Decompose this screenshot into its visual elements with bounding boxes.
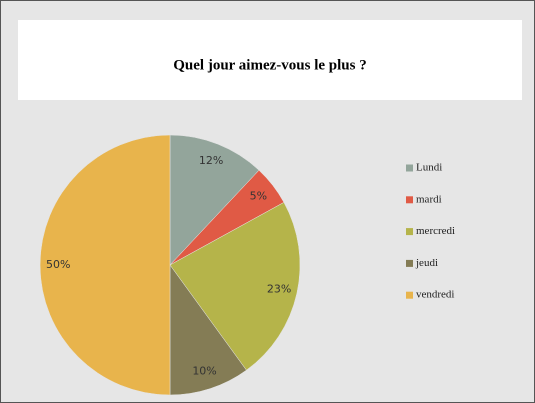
data-label: 50% <box>46 258 70 271</box>
data-label: 23% <box>267 282 291 295</box>
pie-slice <box>39 134 171 396</box>
legend-label: vendredi <box>416 289 454 301</box>
legend-swatch <box>406 196 413 204</box>
data-label: 10% <box>192 364 216 377</box>
legend-label: Lundi <box>416 162 442 174</box>
chart-title: Quel jour aimez-vous le plus ? <box>173 57 366 73</box>
legend-swatch <box>406 164 413 172</box>
legend-swatch <box>406 259 413 267</box>
data-label: 12% <box>199 154 223 167</box>
legend-label: jeudi <box>415 257 438 269</box>
legend-swatch <box>406 228 413 236</box>
legend-swatch <box>406 291 413 299</box>
legend-label: mardi <box>416 193 442 205</box>
pie-slice <box>169 264 247 396</box>
legend-label: mercredi <box>416 225 455 237</box>
data-label: 5% <box>250 189 267 202</box>
title-box <box>18 20 522 100</box>
pie-slice <box>169 202 301 371</box>
pie-slice <box>169 134 260 266</box>
